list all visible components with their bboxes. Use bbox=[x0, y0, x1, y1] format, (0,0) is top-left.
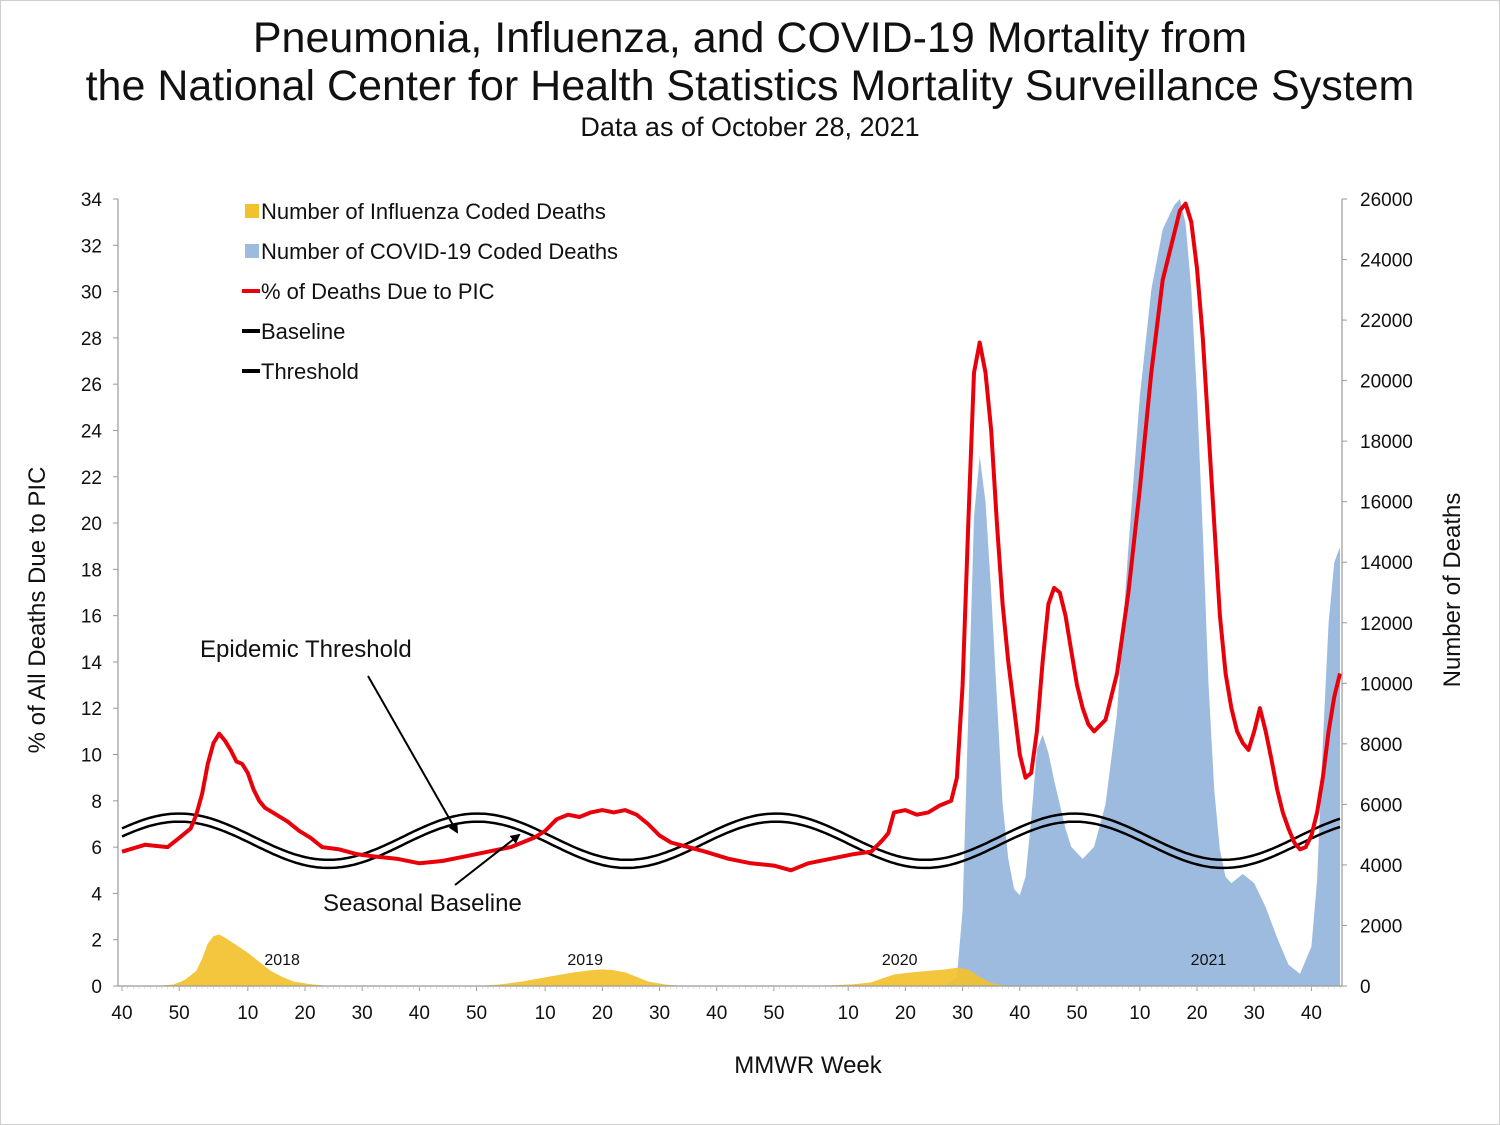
legend-label: Number of Influenza Coded Deaths bbox=[261, 199, 606, 224]
legend: Number of Influenza Coded Deaths Number o… bbox=[242, 199, 618, 384]
x-tick-label: 10 bbox=[535, 1003, 556, 1024]
y-left-tick-label: 20 bbox=[81, 514, 102, 535]
legend-item: Baseline bbox=[242, 319, 345, 344]
x-tick-label: 40 bbox=[409, 1003, 430, 1024]
y-right-tick-label: 16000 bbox=[1360, 493, 1413, 514]
y-left-tick-label: 28 bbox=[81, 329, 102, 350]
y-left-tick-label: 16 bbox=[81, 607, 102, 628]
legend-swatch bbox=[245, 244, 259, 258]
y-left-tick-label: 6 bbox=[91, 838, 102, 859]
x-tick-label: 40 bbox=[111, 1003, 132, 1024]
y-left-tick-label: 0 bbox=[91, 977, 102, 998]
x-tick-label: 40 bbox=[1009, 1003, 1030, 1024]
x-tick-label: 40 bbox=[1301, 1003, 1322, 1024]
y-left-tick-label: 10 bbox=[81, 746, 102, 767]
legend-label: Baseline bbox=[261, 319, 345, 344]
x-tick-label: 10 bbox=[237, 1003, 258, 1024]
chart-title-block: Pneumonia, Influenza, and COVID-19 Morta… bbox=[0, 14, 1500, 144]
y-left-tick-label: 32 bbox=[81, 236, 102, 257]
legend-item: Number of Influenza Coded Deaths bbox=[245, 199, 606, 224]
epidemic-threshold-annotation: Epidemic Threshold bbox=[200, 636, 412, 663]
x-tick-label: 30 bbox=[352, 1003, 373, 1024]
x-axis-label: MMWR Week bbox=[734, 1052, 883, 1079]
threshold-line bbox=[121, 812, 1341, 862]
legend-label: Number of COVID-19 Coded Deaths bbox=[261, 239, 618, 264]
y-right-tick-label: 18000 bbox=[1360, 432, 1413, 453]
y-right-tick-label: 26000 bbox=[1360, 190, 1413, 211]
chart-title-line2: the National Center for Health Statistic… bbox=[85, 62, 1415, 110]
y-left-tick-label: 12 bbox=[81, 699, 102, 720]
y-left-tick-label: 8 bbox=[91, 792, 102, 813]
y-left-tick-label: 24 bbox=[81, 421, 103, 442]
x-tick-label: 20 bbox=[592, 1003, 613, 1024]
line-series-group bbox=[121, 201, 1342, 873]
threshold-arrow bbox=[367, 675, 458, 834]
x-tick-label: 30 bbox=[1244, 1003, 1265, 1024]
y-right-tick-label: 20000 bbox=[1360, 372, 1413, 393]
influenza-deaths-area bbox=[122, 934, 1340, 986]
pic-percent-line bbox=[121, 201, 1342, 873]
y-left-tick-label: 26 bbox=[81, 375, 102, 396]
x-tick-label: 50 bbox=[1066, 1003, 1087, 1024]
x-tick-label: 30 bbox=[952, 1003, 973, 1024]
y-right-tick-label: 0 bbox=[1360, 977, 1371, 998]
x-tick-label: 10 bbox=[838, 1003, 859, 1024]
annotations-group: Epidemic Threshold Seasonal Baseline bbox=[200, 636, 522, 917]
y-right-tick-label: 14000 bbox=[1360, 553, 1413, 574]
y-right-tick-label: 10000 bbox=[1360, 674, 1413, 695]
legend-item: Number of COVID-19 Coded Deaths bbox=[245, 239, 618, 264]
x-tick-label: 50 bbox=[763, 1003, 784, 1024]
y-left-tick-label: 34 bbox=[81, 190, 103, 211]
year-label: 2019 bbox=[567, 952, 603, 969]
x-tick-label: 20 bbox=[1186, 1003, 1207, 1024]
y-right-tick-label: 22000 bbox=[1360, 311, 1413, 332]
y-right-tick-label: 8000 bbox=[1360, 735, 1402, 756]
x-tick-label: 20 bbox=[895, 1003, 916, 1024]
legend-label: % of Deaths Due to PIC bbox=[261, 279, 495, 304]
y-axis-left-label: % of All Deaths Due to PIC bbox=[24, 467, 51, 754]
y-left-tick-label: 2 bbox=[91, 931, 102, 952]
chart-subtitle: Data as of October 28, 2021 bbox=[580, 112, 920, 142]
y-left-tick-label: 4 bbox=[91, 884, 102, 905]
x-tick-label: 20 bbox=[294, 1003, 315, 1024]
legend-item: Threshold bbox=[242, 359, 359, 384]
y-right-tick-label: 4000 bbox=[1360, 856, 1402, 877]
y-right-tick-label: 12000 bbox=[1360, 614, 1413, 635]
y-axis-right-label: Number of Deaths bbox=[1439, 493, 1466, 688]
legend-item: % of Deaths Due to PIC bbox=[242, 279, 495, 304]
legend-swatch bbox=[245, 204, 259, 218]
y-right-tick-label: 6000 bbox=[1360, 795, 1402, 816]
legend-label: Threshold bbox=[261, 359, 359, 384]
area-series-group bbox=[122, 199, 1340, 986]
baseline-arrow bbox=[454, 833, 521, 886]
year-label: 2018 bbox=[264, 952, 300, 969]
chart-title-line1: Pneumonia, Influenza, and COVID-19 Morta… bbox=[252, 14, 1248, 62]
y-left-tick-label: 18 bbox=[81, 560, 102, 581]
covid-deaths-area bbox=[122, 199, 1340, 986]
y-right-tick-label: 24000 bbox=[1360, 251, 1413, 272]
year-label: 2020 bbox=[882, 952, 918, 969]
x-tick-label: 30 bbox=[649, 1003, 670, 1024]
x-tick-label: 40 bbox=[706, 1003, 727, 1024]
x-tick-label: 50 bbox=[169, 1003, 190, 1024]
baseline-line bbox=[121, 820, 1341, 870]
y-right-tick-label: 2000 bbox=[1360, 916, 1402, 937]
year-label: 2021 bbox=[1191, 952, 1227, 969]
axes-group: 0246810121416182022242628303234020004000… bbox=[81, 190, 1413, 1024]
y-left-tick-label: 30 bbox=[81, 283, 102, 304]
y-left-tick-label: 22 bbox=[81, 468, 102, 489]
x-tick-label: 10 bbox=[1129, 1003, 1150, 1024]
y-left-tick-label: 14 bbox=[81, 653, 103, 674]
x-tick-label: 50 bbox=[466, 1003, 487, 1024]
seasonal-baseline-annotation: Seasonal Baseline bbox=[323, 890, 522, 917]
